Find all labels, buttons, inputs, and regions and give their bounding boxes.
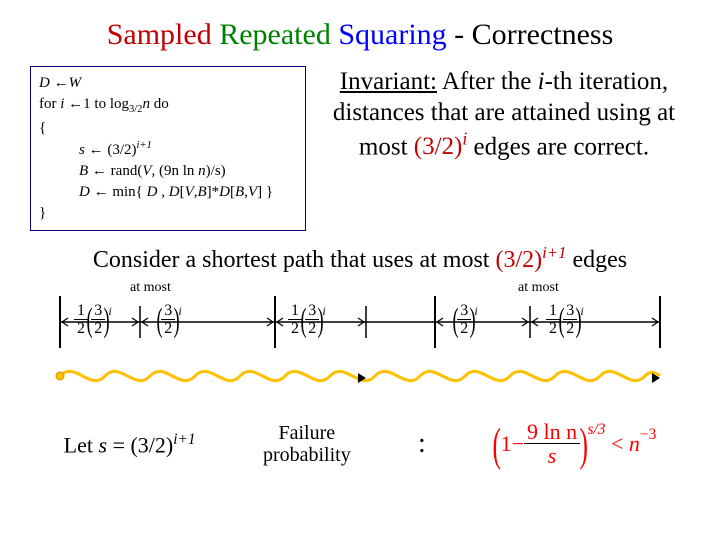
colon: : — [418, 428, 426, 460]
title-word-3: Squaring — [338, 18, 446, 51]
algo-line-3: { — [39, 118, 297, 139]
bottom-row: Let s = (3/2)i+1 Failureprobability : (1… — [0, 410, 720, 471]
algo-line-2: for i ←1 to log3/2n do — [39, 94, 297, 118]
title-word-4: - Correctness — [447, 18, 614, 51]
failure-prob-label: Failureprobability — [263, 422, 351, 466]
diagram-svg — [30, 280, 690, 410]
consider-text: Consider a shortest path that uses at mo… — [0, 231, 720, 280]
formula-big-2: (32)i — [454, 302, 478, 340]
algorithm-box: D ←W for i ←1 to log3/2n do { s ← (3/2)i… — [30, 66, 306, 231]
page-title: Sampled Repeated Squaring - Correctness — [0, 0, 720, 52]
formula-half-1: 12(32)i — [74, 302, 112, 340]
failure-formula: (1 − 9 ln ns)s/3 < n−3 — [493, 418, 656, 471]
algo-line-7: } — [39, 203, 297, 224]
title-word-2: Repeated — [219, 18, 331, 51]
algo-line-5: B ← rand(V, (9n ln n)/s) — [39, 161, 297, 182]
diagram: at most at most 12(32)i (32)i 12(32)i (3… — [30, 280, 690, 410]
formula-big-1: (32)i — [158, 302, 182, 340]
let-s: Let s = (3/2)i+1 — [64, 431, 196, 458]
formula-half-3: 12(32)i — [546, 302, 584, 340]
algo-line-6: D ← min{ D , D[V,B]*D[B,V] } — [39, 182, 297, 203]
title-word-1: Sampled — [107, 18, 212, 51]
invariant-text: Invariant: After the i-th iteration, dis… — [306, 66, 690, 162]
algo-line-1: D ←W — [39, 73, 297, 94]
algo-line-4: s ← (3/2)i+1 — [39, 139, 297, 161]
formula-half-2: 12(32)i — [288, 302, 326, 340]
